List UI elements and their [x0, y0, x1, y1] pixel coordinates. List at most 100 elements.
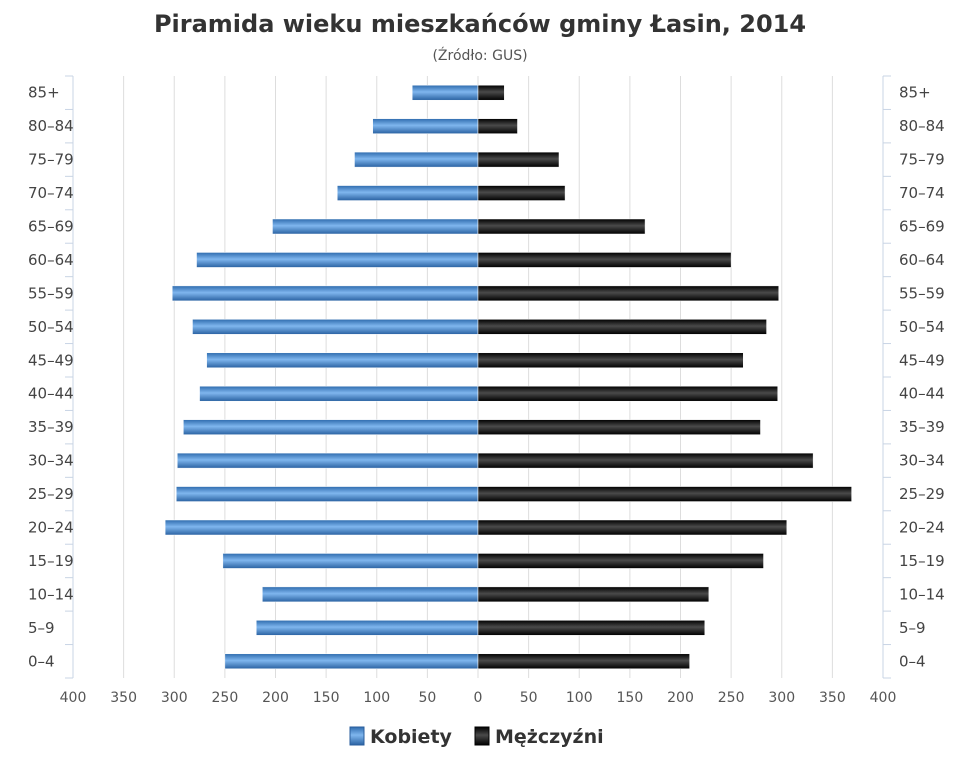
legend[interactable]: Kobiety Mężczyźni: [349, 726, 604, 748]
x-tick-label: 250: [718, 690, 745, 706]
bar-kobiety[interactable]: [176, 486, 479, 502]
bar-kobiety[interactable]: [183, 419, 479, 435]
bar-mezczyzni[interactable]: [477, 653, 690, 670]
bar-kobiety[interactable]: [372, 118, 479, 134]
legend-kobiety-swatch[interactable]: [349, 726, 365, 746]
bar-mezczyzni[interactable]: [477, 385, 778, 402]
x-tick-label: 200: [667, 690, 694, 706]
bar-kobiety[interactable]: [164, 519, 479, 536]
bar-kobiety[interactable]: [177, 452, 479, 469]
category-label-left: 15–19: [28, 552, 74, 570]
bar-mezczyzni[interactable]: [477, 151, 560, 168]
bar-kobiety[interactable]: [262, 586, 479, 603]
category-label-right: 30–34: [899, 452, 945, 470]
x-tick-label: 0: [474, 690, 483, 706]
category-label-left: 40–44: [28, 385, 74, 403]
category-label-right: 20–24: [899, 519, 945, 537]
bar-mezczyzni[interactable]: [477, 118, 518, 134]
category-label-right: 70–74: [899, 184, 945, 202]
legend-kobiety-label[interactable]: Kobiety: [370, 726, 453, 748]
x-tick-label: 150: [313, 690, 340, 706]
bar-mezczyzni[interactable]: [477, 586, 710, 603]
category-label-left: 80–84: [28, 117, 74, 135]
category-label-right: 5–9: [899, 619, 926, 637]
category-label-left: 65–69: [28, 218, 74, 236]
category-label-right: 50–54: [899, 318, 945, 336]
category-label-right: 10–14: [899, 585, 945, 603]
x-tick-label: 100: [363, 690, 390, 706]
category-label-right: 65–69: [899, 218, 945, 236]
category-label-right: 80–84: [899, 117, 945, 135]
bar-kobiety[interactable]: [411, 84, 479, 101]
category-label-right: 15–19: [899, 552, 945, 570]
category-label-left: 10–14: [28, 585, 74, 603]
category-label-left: 45–49: [28, 351, 74, 369]
bar-kobiety[interactable]: [354, 151, 479, 168]
x-tick-label: 250: [212, 690, 239, 706]
bar-kobiety[interactable]: [199, 385, 479, 402]
x-tick-label: 50: [520, 690, 538, 706]
x-tick-label: 50: [418, 690, 436, 706]
bar-mezczyzni[interactable]: [477, 352, 744, 369]
bar-kobiety[interactable]: [272, 218, 479, 235]
axis-labels: 400 350 300 250 200 150 100 50 0 50 100 150 200 250 30…: [28, 84, 945, 706]
x-tick-label: 350: [819, 690, 846, 706]
legend-mezczyzni-swatch[interactable]: [474, 726, 490, 746]
category-label-right: 40–44: [899, 385, 945, 403]
category-label-left: 30–34: [28, 452, 74, 470]
x-tick-label: 400: [870, 690, 897, 706]
chart-title: Piramida wieku mieszkańców gminy Łasin, …: [154, 10, 806, 38]
category-label-left: 0–4: [28, 652, 55, 670]
bar-mezczyzni[interactable]: [477, 553, 764, 569]
x-tick-label: 300: [768, 690, 795, 706]
category-label-left: 5–9: [28, 619, 55, 637]
grid-lines: [65, 75, 891, 679]
bar-mezczyzni[interactable]: [477, 452, 814, 469]
x-tick-label: 150: [617, 690, 644, 706]
legend-mezczyzni-label[interactable]: Mężczyźni: [495, 726, 604, 748]
category-label-left: 25–29: [28, 485, 74, 503]
x-tick-label: 350: [110, 690, 137, 706]
x-tick-label: 300: [161, 690, 188, 706]
bar-mezczyzni[interactable]: [477, 252, 732, 268]
category-label-left: 50–54: [28, 318, 74, 336]
chart-subtitle: (Źródło: GUS): [432, 46, 527, 64]
category-label-right: 0–4: [899, 652, 926, 670]
category-label-left: 55–59: [28, 284, 74, 302]
bars: [164, 84, 852, 670]
x-tick-label: 200: [262, 690, 289, 706]
category-label-right: 35–39: [899, 418, 945, 436]
bar-kobiety[interactable]: [171, 285, 479, 302]
bar-mezczyzni[interactable]: [477, 185, 566, 201]
category-label-right: 55–59: [899, 284, 945, 302]
bar-mezczyzni[interactable]: [477, 486, 852, 502]
category-label-right: 60–64: [899, 251, 945, 269]
category-label-left: 60–64: [28, 251, 74, 269]
category-label-left: 85+: [28, 84, 60, 102]
category-label-right: 45–49: [899, 351, 945, 369]
bar-kobiety[interactable]: [206, 352, 479, 369]
bar-kobiety[interactable]: [337, 185, 479, 201]
bar-mezczyzni[interactable]: [477, 519, 788, 536]
x-tick-label: 100: [566, 690, 593, 706]
bar-mezczyzni[interactable]: [477, 419, 761, 435]
bar-kobiety[interactable]: [256, 620, 479, 636]
category-label-right: 85+: [899, 84, 931, 102]
bar-mezczyzni[interactable]: [477, 285, 779, 302]
bar-kobiety[interactable]: [222, 553, 479, 569]
category-label-left: 20–24: [28, 519, 74, 537]
category-label-right: 25–29: [899, 485, 945, 503]
bar-kobiety[interactable]: [196, 252, 479, 268]
bar-mezczyzni[interactable]: [477, 218, 646, 235]
category-label-left: 35–39: [28, 418, 74, 436]
bar-kobiety[interactable]: [192, 319, 479, 335]
category-label-left: 75–79: [28, 151, 74, 169]
x-tick-label: 400: [60, 690, 87, 706]
category-label-left: 70–74: [28, 184, 74, 202]
bar-kobiety[interactable]: [224, 653, 479, 670]
bar-mezczyzni[interactable]: [477, 84, 505, 101]
bar-mezczyzni[interactable]: [477, 620, 706, 636]
category-label-right: 75–79: [899, 151, 945, 169]
bar-mezczyzni[interactable]: [477, 319, 767, 335]
